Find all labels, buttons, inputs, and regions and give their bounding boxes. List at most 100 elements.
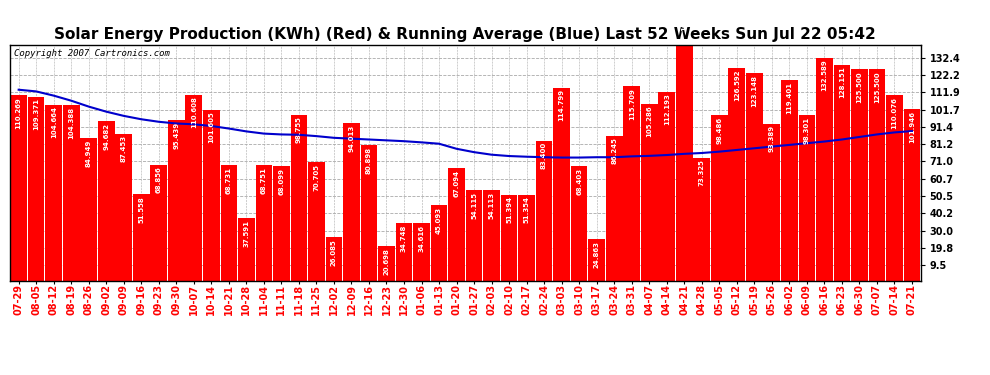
- Text: 101.605: 101.605: [208, 111, 214, 143]
- Text: 87.453: 87.453: [121, 135, 127, 162]
- Text: 51.558: 51.558: [139, 196, 145, 223]
- Text: 51.354: 51.354: [524, 196, 530, 223]
- Text: 54.115: 54.115: [471, 192, 477, 219]
- Text: 68.731: 68.731: [226, 167, 232, 194]
- Bar: [255, 165, 272, 281]
- Text: 70.705: 70.705: [314, 164, 320, 190]
- Bar: [168, 120, 184, 281]
- Text: 54.113: 54.113: [489, 192, 495, 219]
- Bar: [308, 162, 325, 281]
- Text: 114.799: 114.799: [558, 89, 564, 122]
- Text: 109.371: 109.371: [34, 98, 40, 130]
- Bar: [711, 115, 728, 281]
- Text: 110.269: 110.269: [16, 97, 22, 129]
- Text: 45.093: 45.093: [436, 207, 442, 234]
- Text: 110.608: 110.608: [191, 96, 197, 128]
- Bar: [150, 165, 167, 281]
- Bar: [816, 57, 833, 281]
- Text: 98.301: 98.301: [804, 117, 810, 144]
- Bar: [519, 195, 535, 281]
- Bar: [63, 105, 79, 281]
- Text: 67.094: 67.094: [453, 170, 459, 197]
- Bar: [203, 110, 220, 281]
- Bar: [799, 116, 815, 281]
- Text: 128.151: 128.151: [839, 67, 844, 98]
- Text: 80.898: 80.898: [366, 146, 372, 174]
- Title: Solar Energy Production (KWh) (Red) & Running Average (Blue) Last 52 Weeks Sun J: Solar Energy Production (KWh) (Red) & Ru…: [54, 27, 876, 42]
- Bar: [851, 69, 867, 281]
- Text: 104.388: 104.388: [68, 107, 74, 139]
- Bar: [553, 87, 570, 281]
- Text: 93.389: 93.389: [769, 125, 775, 153]
- Bar: [465, 190, 482, 281]
- Text: 86.245: 86.245: [611, 137, 617, 164]
- Bar: [46, 105, 62, 281]
- Text: 34.616: 34.616: [419, 225, 425, 252]
- Bar: [658, 92, 675, 281]
- Bar: [326, 237, 343, 281]
- Text: 73.325: 73.325: [699, 159, 705, 186]
- Text: 20.698: 20.698: [383, 248, 389, 275]
- Bar: [28, 97, 45, 281]
- Bar: [834, 65, 850, 281]
- Bar: [588, 239, 605, 281]
- Text: 94.013: 94.013: [348, 124, 354, 152]
- Text: 68.403: 68.403: [576, 168, 582, 195]
- Text: Copyright 2007 Cartronics.com: Copyright 2007 Cartronics.com: [15, 48, 170, 57]
- Bar: [431, 205, 447, 281]
- Bar: [396, 223, 412, 281]
- Bar: [868, 69, 885, 281]
- Bar: [273, 166, 290, 281]
- Bar: [344, 123, 359, 281]
- Bar: [746, 74, 762, 281]
- Bar: [624, 86, 640, 281]
- Text: 98.755: 98.755: [296, 116, 302, 143]
- Bar: [501, 195, 518, 281]
- Bar: [80, 138, 97, 281]
- Bar: [886, 96, 903, 281]
- Bar: [116, 134, 132, 281]
- Text: 123.148: 123.148: [751, 75, 757, 107]
- Text: 104.664: 104.664: [50, 106, 56, 138]
- Text: 132.589: 132.589: [822, 59, 828, 91]
- Text: 83.400: 83.400: [542, 142, 547, 170]
- Text: 68.751: 68.751: [261, 167, 267, 194]
- Text: 105.286: 105.286: [646, 105, 652, 137]
- Bar: [238, 218, 254, 281]
- Text: 119.401: 119.401: [786, 81, 792, 114]
- Text: 51.394: 51.394: [506, 196, 512, 223]
- Bar: [378, 246, 395, 281]
- Bar: [781, 80, 798, 281]
- Bar: [360, 145, 377, 281]
- Bar: [904, 109, 921, 281]
- Bar: [98, 122, 115, 281]
- Bar: [10, 95, 27, 281]
- Bar: [483, 190, 500, 281]
- Text: 68.856: 68.856: [155, 167, 161, 194]
- Text: 112.193: 112.193: [663, 94, 669, 126]
- Bar: [185, 94, 202, 281]
- Text: 95.439: 95.439: [173, 122, 179, 149]
- Bar: [536, 141, 552, 281]
- Text: 125.500: 125.500: [874, 71, 880, 103]
- Bar: [448, 168, 465, 281]
- Bar: [133, 194, 149, 281]
- Bar: [729, 68, 745, 281]
- Text: 98.486: 98.486: [717, 117, 723, 144]
- Text: 94.682: 94.682: [103, 123, 109, 150]
- Bar: [763, 124, 780, 281]
- Text: 37.591: 37.591: [244, 219, 249, 246]
- Text: 110.076: 110.076: [891, 97, 897, 129]
- Bar: [291, 115, 307, 281]
- Text: 125.500: 125.500: [856, 71, 862, 103]
- Text: 68.099: 68.099: [278, 168, 284, 195]
- Bar: [606, 136, 623, 281]
- Bar: [221, 165, 238, 281]
- Bar: [641, 104, 657, 281]
- Text: 24.863: 24.863: [594, 241, 600, 268]
- Bar: [676, 0, 693, 281]
- Text: 168.395: 168.395: [681, 0, 687, 30]
- Text: 84.949: 84.949: [86, 140, 92, 167]
- Text: 126.592: 126.592: [734, 69, 740, 101]
- Text: 101.946: 101.946: [909, 111, 915, 143]
